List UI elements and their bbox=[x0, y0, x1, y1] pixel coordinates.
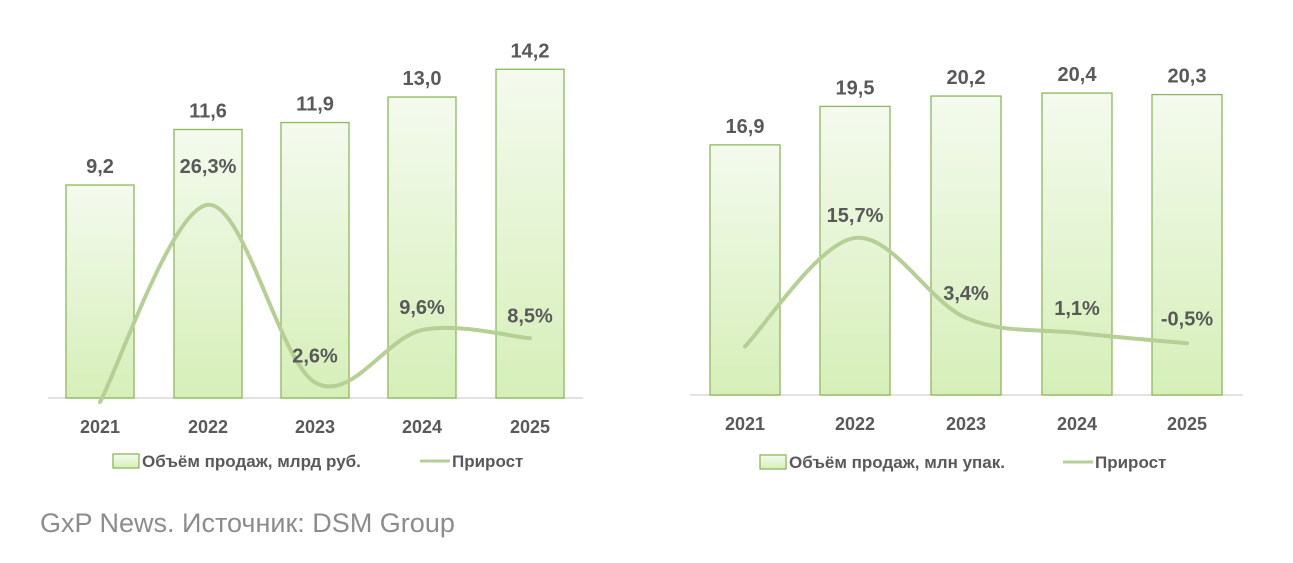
bar-2024 bbox=[387, 96, 457, 399]
bar-2025 bbox=[1151, 93, 1223, 396]
legend-line-label: Прирост bbox=[1095, 453, 1166, 472]
growth-label: -0,5% bbox=[1161, 308, 1213, 330]
bar-2025 bbox=[495, 68, 565, 399]
bar-2023 bbox=[930, 95, 1002, 396]
legend-line-label: Прирост bbox=[452, 452, 523, 471]
bar-label: 19,5 bbox=[836, 77, 875, 99]
x-tick-label: 2022 bbox=[188, 417, 228, 437]
source-caption: GxP News. Источник: DSM Group bbox=[40, 508, 455, 538]
x-tick-label: 2025 bbox=[510, 417, 550, 437]
bar-2021 bbox=[65, 184, 135, 399]
bar-2022 bbox=[173, 128, 243, 399]
bar-label: 16,9 bbox=[726, 116, 765, 138]
x-tick-label: 2023 bbox=[946, 414, 986, 434]
growth-label: 2,6% bbox=[292, 346, 338, 368]
bar-2021 bbox=[709, 144, 781, 396]
legend-bar-swatch bbox=[112, 453, 140, 469]
growth-label: 8,5% bbox=[507, 305, 553, 327]
bar-label: 20,3 bbox=[1168, 66, 1207, 88]
growth-label: 1,1% bbox=[1054, 298, 1100, 320]
growth-label: 15,7% bbox=[827, 205, 884, 227]
legend-bar-label: Объём продаж, млн упак. bbox=[789, 453, 1005, 472]
bar-label: 20,2 bbox=[947, 67, 986, 89]
bar-label: 14,2 bbox=[511, 40, 550, 62]
legend-bar-swatch bbox=[759, 454, 787, 470]
growth-line bbox=[98, 202, 532, 404]
bar-label: 11,9 bbox=[296, 94, 334, 116]
growth-label: 26,3% bbox=[180, 156, 237, 178]
x-tick-label: 2025 bbox=[1167, 414, 1207, 434]
growth-label: 9,6% bbox=[399, 297, 445, 319]
bar-label: 11,6 bbox=[189, 100, 227, 122]
bar-label: 9,2 bbox=[86, 156, 114, 178]
x-tick-label: 2023 bbox=[295, 417, 335, 437]
bar-2024 bbox=[1041, 92, 1113, 396]
growth-line bbox=[743, 235, 1189, 349]
x-tick-label: 2021 bbox=[725, 414, 765, 434]
x-tick-label: 2022 bbox=[835, 414, 875, 434]
legend-bar-label: Объём продаж, млрд руб. bbox=[142, 452, 361, 471]
x-tick-label: 2024 bbox=[402, 417, 442, 437]
bar-label: 20,4 bbox=[1058, 64, 1098, 86]
x-tick-label: 2024 bbox=[1057, 414, 1097, 434]
bar-label: 13,0 bbox=[403, 68, 442, 90]
x-tick-label: 2021 bbox=[80, 417, 120, 437]
growth-label: 3,4% bbox=[943, 283, 989, 305]
